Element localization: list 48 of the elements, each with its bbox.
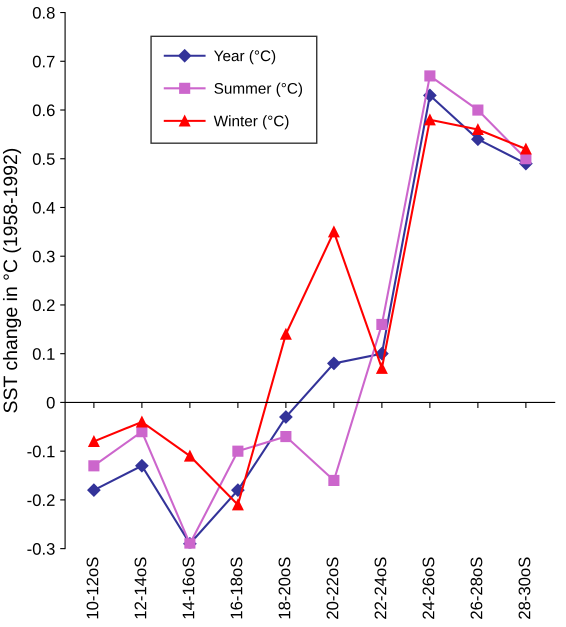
x-tick-label: 10-12oS <box>86 557 98 618</box>
point <box>472 124 484 136</box>
x-tick-label: 22-24oS <box>374 557 386 619</box>
y-tick-label: 0.3 <box>32 250 55 262</box>
y-tick-label: -0.2 <box>27 494 55 506</box>
y-tick-label: 0.1 <box>32 348 55 360</box>
x-tick-label: 20-22oS <box>326 557 338 619</box>
y-tick-label: 0.2 <box>32 299 55 312</box>
point <box>279 410 292 424</box>
point <box>424 114 436 126</box>
point <box>135 459 148 472</box>
x-tick-label: 28-30oS <box>518 557 530 619</box>
point <box>136 416 148 428</box>
x-tick-label: 24-26oS <box>422 557 434 619</box>
point <box>87 484 100 497</box>
point <box>88 436 100 447</box>
point <box>232 499 244 510</box>
point <box>280 328 292 340</box>
y-tick-label: -0.1 <box>27 446 55 458</box>
point <box>424 70 436 82</box>
y-tick-label: 0 <box>46 396 55 409</box>
y-tick-label: -0.3 <box>27 543 55 555</box>
legend-label: Winter (°C) <box>214 115 288 130</box>
point <box>280 430 292 442</box>
x-tick-label: 16-18oS <box>230 557 242 618</box>
y-axis-title: SST change in °C (1958-1992) <box>2 148 22 413</box>
point <box>328 474 340 486</box>
point <box>88 460 100 472</box>
legend-label: Summer (°C) <box>214 82 302 97</box>
y-tick-label: 0.4 <box>32 202 55 214</box>
x-tick-label: 18-20oS <box>278 557 290 618</box>
point <box>376 362 388 374</box>
point <box>520 153 532 164</box>
x-tick-label: 14-16oS <box>182 557 194 618</box>
y-tick-label: 0.6 <box>32 104 55 116</box>
point <box>472 104 484 116</box>
point <box>520 143 532 155</box>
point <box>376 318 388 330</box>
y-tick-label: 0.7 <box>32 56 55 68</box>
point <box>184 450 196 462</box>
y-tick-label: 0.5 <box>32 153 55 165</box>
y-tick-label: 0.8 <box>32 6 55 19</box>
point <box>327 356 340 370</box>
x-tick-label: 12-14oS <box>134 557 146 618</box>
point <box>232 446 244 457</box>
legend-label: Year (°C) <box>214 50 276 64</box>
x-tick-label: 26-28oS <box>470 557 482 619</box>
point <box>328 226 340 238</box>
